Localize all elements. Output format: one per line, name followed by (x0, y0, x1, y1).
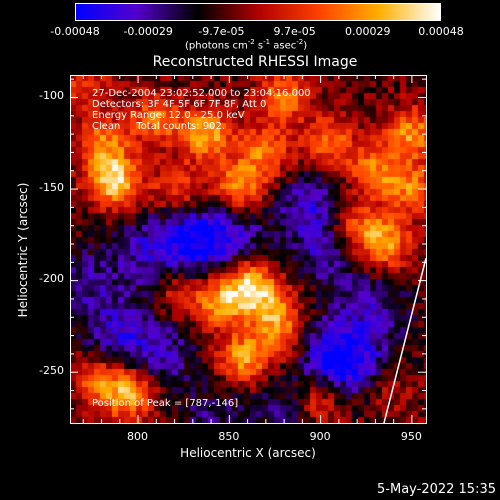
detectors-text: Detectors: 3F 4F 5F 6F 7F 8F, Att 0 (92, 99, 267, 110)
peak-position-text: Position of Peak = [787,-146] (92, 398, 239, 409)
x-tick-label: 800 (127, 430, 149, 443)
info-block: 27-Dec-2004 23:02:52.000 to 23:04:16.000… (92, 88, 311, 132)
colorbar (75, 3, 441, 21)
y-tick-label: -200 (39, 272, 64, 286)
x-axis-label: Heliocentric X (arcsec) (180, 446, 316, 460)
energy-range-text: Energy Range: 12.0 - 25.0 keV (92, 110, 245, 121)
y-tick-label: -150 (39, 180, 64, 194)
colorbar-tick-label: -0.00029 (123, 25, 173, 38)
time-range-text: 27-Dec-2004 23:02:52.000 to 23:04:16.000 (92, 88, 311, 99)
x-tick-label: 900 (309, 430, 331, 443)
colorbar-tick-label: 9.7e-05 (273, 25, 316, 38)
colorbar-tick-label: 0.00048 (418, 25, 464, 38)
colorbar-tick-label: -9.7e-05 (198, 25, 245, 38)
colorbar-tick-label: -0.00048 (50, 25, 100, 38)
colorbar-tick-label: 0.00029 (345, 25, 391, 38)
colorbar-units: (photons cm-2 s-1 asec-2) (185, 38, 308, 52)
footer-timestamp: 5-May-2022 15:35 (377, 482, 496, 497)
x-tick-label: 950 (400, 430, 422, 443)
y-tick-label: -100 (39, 88, 64, 102)
y-tick-label: -250 (39, 363, 64, 377)
y-axis-label: Heliocentric Y (arcsec) (16, 182, 30, 318)
chart-title: Reconstructed RHESSI Image (152, 54, 358, 70)
clean-counts-text: Clean Total counts: 902. (92, 121, 226, 132)
x-tick-label: 850 (218, 430, 240, 443)
